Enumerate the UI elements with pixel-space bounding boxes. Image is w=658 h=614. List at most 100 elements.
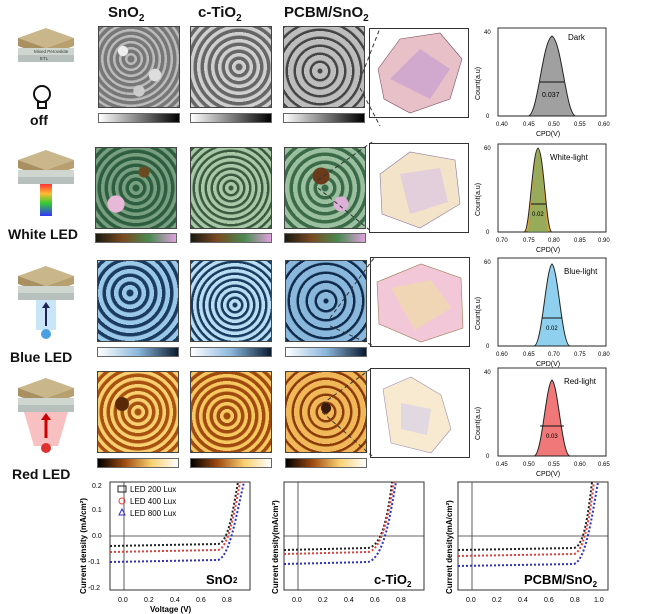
jv-ytick: 0.1 [92, 507, 102, 514]
jv-ylabel-3: Current density(mA/cm²) [445, 500, 454, 594]
row-label-off: off [30, 112, 48, 128]
fwhm-white: 0.02 [532, 212, 544, 218]
afm-image-sno2-red [97, 371, 179, 453]
jv-xtick: 0.6 [196, 597, 206, 604]
colorbar-ctio2-red [190, 458, 272, 468]
afm-image-sno2-blue [97, 260, 179, 342]
jv-ytick: 0.2 [92, 483, 102, 490]
colorbar-sno2-white [95, 233, 177, 243]
hist-blue-ytick: 0 [486, 344, 490, 350]
row-label-blue-led: Blue LED [10, 349, 73, 365]
hist-dark-xtick: 0.55 [574, 122, 586, 128]
device-stack-blue [18, 266, 74, 339]
afm-image-pcbm-off [283, 26, 365, 108]
hist-dark-xtick: 0.45 [523, 122, 535, 128]
hist-red-ytick: 0 [486, 454, 490, 460]
hist-white-xtick: 0.90 [598, 238, 610, 244]
hist-white-xtick: 0.75 [523, 238, 535, 244]
afm-image-ctio2-white [190, 147, 272, 229]
hist-white-xtick: 0.70 [496, 238, 508, 244]
jv-ytick: -0.2 [88, 585, 100, 592]
hist-white-xtick: 0.80 [548, 238, 560, 244]
device-stack-off: Mixed Perovskite ETL [18, 28, 74, 62]
jv-ylabel-2: Current density(mA/cm²) [271, 500, 280, 594]
hist-xlabel: CPD(V) [536, 471, 560, 478]
hist-red-xtick: 0.55 [548, 462, 560, 468]
colorbar-ctio2-blue [190, 347, 272, 357]
hist-dark-xtick: 0.50 [548, 122, 560, 128]
hist-label-red: Red-light [564, 377, 597, 386]
hist-blue-xtick: 0.80 [598, 352, 610, 358]
colorbar-sno2-off [98, 113, 180, 123]
colorbar-pcbm-blue [285, 347, 367, 357]
jv-curves: LED 200 Lux LED 400 Lux LED 800 Lux SnO … [79, 481, 609, 614]
surface-3d-white [369, 143, 469, 233]
column-header-ctio2: c-TiO2 [198, 4, 242, 24]
histogram-blue: Blue-light 0.02 0.60 0.65 0.70 0.75 0.80… [475, 257, 610, 368]
hist-dark-xtick: 0.40 [496, 122, 508, 128]
jv-xtick: 0.8 [396, 597, 406, 604]
fwhm-blue: 0.02 [546, 326, 558, 332]
jv-panel-ctio2: c-TiO2 Current density(mA/cm²) 0.0 0.2 0… [271, 481, 425, 604]
hist-dark-ytick: 0 [486, 114, 490, 120]
zoom-lines-white [318, 141, 373, 233]
device-stack-red [18, 378, 74, 453]
jv-xtick: 0.8 [570, 597, 580, 604]
jv-sub-sno2: 2 [233, 576, 238, 585]
hist-white-xtick: 0.85 [574, 238, 586, 244]
device-stack-white [18, 150, 74, 216]
hist-xlabel: CPD(V) [536, 361, 560, 368]
histogram-white: White-light 0.02 0.70 0.75 0.80 0.85 0.9… [475, 143, 610, 254]
stack-label-top: Mixed Perovskite [34, 49, 69, 54]
hist-label-white: White-light [550, 153, 589, 162]
surface-3d-red [370, 368, 470, 458]
colorbar-ctio2-off [190, 113, 272, 123]
fwhm-dark: 0.037 [542, 92, 560, 99]
hist-xlabel: CPD(V) [536, 131, 560, 138]
colorbar-pcbm-red [285, 458, 367, 468]
colorbar-sno2-blue [97, 347, 179, 357]
hist-dark-xtick: 0.60 [598, 122, 610, 128]
jv-ylabel: Current density (mA/cm²) [79, 498, 88, 594]
jv-xtick: 0.6 [544, 597, 554, 604]
colorbar-ctio2-white [190, 233, 272, 243]
legend-400: LED 400 Lux [130, 497, 176, 506]
afm-image-ctio2-off [190, 26, 272, 108]
surface-3d-blue [370, 257, 470, 347]
jv-xtick: 0.2 [492, 597, 502, 604]
hist-xlabel: CPD(V) [536, 247, 560, 254]
jv-xtick: 0.0 [118, 597, 128, 604]
jv-ytick: -0.1 [88, 559, 100, 566]
surface-3d-off [369, 28, 469, 118]
afm-image-ctio2-red [190, 371, 272, 453]
colorbar-pcbm-off [283, 113, 365, 123]
jv-xtick: 1.0 [594, 597, 604, 604]
afm-image-pcbm-blue [285, 260, 367, 342]
jv-xtick: 0.8 [222, 597, 232, 604]
hist-red-xtick: 0.60 [574, 462, 586, 468]
hist-red-xtick: 0.50 [523, 462, 535, 468]
zoom-lines-red [322, 367, 373, 457]
stack-label-mid: ETL [40, 56, 49, 61]
hist-label-dark: Dark [568, 33, 586, 42]
zoom-lines-blue [330, 257, 375, 347]
legend-200: LED 200 Lux [130, 485, 176, 494]
afm-image-pcbm-white [284, 147, 366, 229]
hist-red-xtick: 0.45 [496, 462, 508, 468]
afm-image-pcbm-red [285, 371, 367, 453]
column-header-sno2: SnO2 [108, 4, 145, 24]
hist-red-ytick: 40 [484, 370, 491, 376]
hist-blue-xtick: 0.70 [548, 352, 560, 358]
afm-image-sno2-white [95, 147, 177, 229]
hist-blue-xtick: 0.65 [523, 352, 535, 358]
histogram-red: Red-light 0.03 0.45 0.50 0.55 0.60 0.65 … [475, 367, 610, 478]
histogram-dark: Dark 0.037 0.40 0.45 0.50 0.55 0.60 0 40… [475, 27, 610, 138]
bulb-off-icon [33, 85, 51, 109]
jv-label-pcbm: PCBM/SnO2 [524, 572, 598, 589]
jv-xtick: 0.4 [344, 597, 354, 604]
jv-xlabel: Voltage (V) [150, 605, 192, 614]
legend-800: LED 800 Lux [130, 509, 176, 518]
row-label-white-led: White LED [8, 226, 78, 242]
hist-label-blue: Blue-light [564, 267, 598, 276]
jv-xtick: 0.2 [318, 597, 328, 604]
